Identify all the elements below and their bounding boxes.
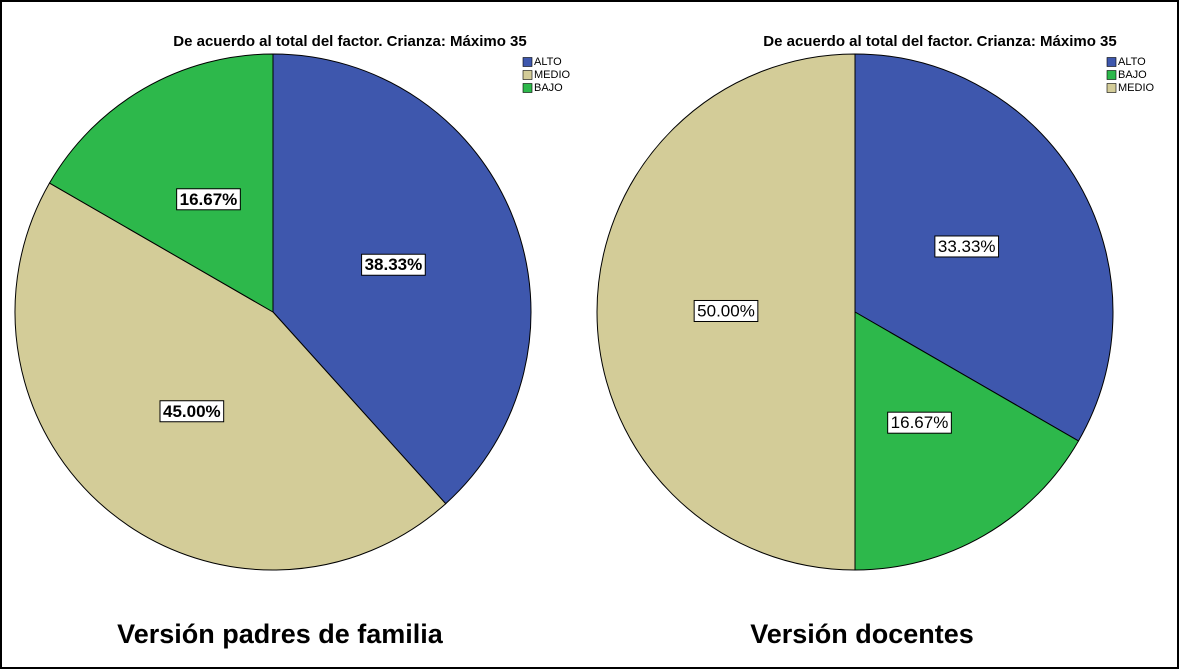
- value-label-box: [934, 235, 1000, 258]
- legend-label: BAJO: [1118, 69, 1147, 81]
- pie-slice: [272, 53, 532, 505]
- legend-label: MEDIO: [534, 69, 571, 81]
- legend-label: MEDIO: [1118, 82, 1155, 94]
- pie-slice: [854, 311, 1080, 571]
- legend-swatch: [1106, 70, 1117, 80]
- chart-title: De acuerdo al total del factor. Crianza:…: [763, 33, 1116, 50]
- pie-slice: [14, 182, 447, 571]
- legend-swatch: [1106, 83, 1117, 93]
- legend-label: ALTO: [1118, 56, 1146, 68]
- caption: Versión padres de familia: [117, 619, 444, 649]
- legend-swatch: [522, 70, 533, 80]
- value-label-box: [361, 253, 426, 276]
- value-label-box: [887, 411, 952, 434]
- value-label: 38.33%: [365, 255, 423, 274]
- value-label: 33.33%: [938, 237, 996, 256]
- legend-swatch: [522, 83, 533, 93]
- legend-label: BAJO: [534, 82, 563, 94]
- value-label: 16.67%: [180, 190, 238, 209]
- chart-title: De acuerdo al total del factor. Crianza:…: [173, 33, 526, 50]
- legend-swatch: [522, 57, 533, 67]
- value-label-box: [159, 400, 225, 423]
- value-label-box: [693, 299, 759, 322]
- value-label-box: [176, 188, 241, 211]
- caption: Versión docentes: [750, 619, 974, 649]
- legend-swatch: [1106, 57, 1117, 67]
- legend-label: ALTO: [534, 56, 562, 68]
- value-label: 45.00%: [163, 402, 221, 421]
- value-label: 16.67%: [891, 413, 949, 432]
- pie-slice: [48, 53, 274, 313]
- value-label: 50.00%: [697, 301, 755, 320]
